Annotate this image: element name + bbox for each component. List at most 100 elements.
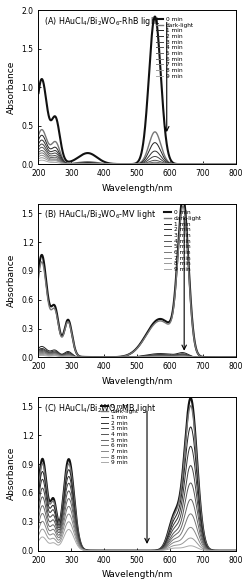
0 min (52, 301, 55, 308)
0 min (153, 13, 156, 20)
6 min (37, 521, 40, 528)
3 min (52, 149, 56, 156)
5 min (234, 354, 237, 361)
2 min (121, 161, 124, 168)
dark-light (234, 161, 237, 168)
9 min (121, 547, 124, 554)
8 min (52, 352, 56, 359)
6 min (128, 547, 132, 554)
0 min (128, 350, 131, 357)
Line: 6 min: 6 min (38, 153, 236, 164)
3 min (37, 347, 40, 355)
Text: (B) HAuCl$_4$/Bi$_2$WO$_6$-MV light: (B) HAuCl$_4$/Bi$_2$WO$_6$-MV light (44, 208, 157, 222)
2 min (128, 547, 131, 554)
Line: 5 min: 5 min (38, 352, 236, 357)
3 min (121, 547, 124, 554)
3 min (234, 161, 237, 168)
2 min (60, 351, 64, 358)
5 min (125, 354, 128, 361)
3 min (234, 354, 237, 361)
6 min (125, 547, 128, 554)
9 min (121, 354, 124, 361)
9 min (125, 547, 128, 554)
Line: dark-light: dark-light (38, 406, 236, 551)
1 min (234, 547, 237, 554)
1 min (149, 547, 152, 554)
0 min (37, 268, 40, 275)
0 min (121, 353, 124, 360)
dark-light (128, 547, 131, 554)
0 min (125, 547, 128, 554)
1 min (150, 351, 152, 358)
7 min (121, 354, 124, 361)
6 min (234, 354, 237, 361)
dark-light (149, 325, 152, 332)
3 min (189, 462, 192, 469)
0 min (121, 547, 124, 554)
3 min (125, 161, 128, 168)
Legend: 0 min, dark-light, 1 min, 2 min, 3 min, 4 min, 5 min, 6 min, 7 min, 8 min, 9 min: 0 min, dark-light, 1 min, 2 min, 3 min, … (100, 403, 139, 466)
6 min (60, 352, 64, 359)
7 min (150, 353, 152, 360)
2 min (234, 547, 237, 554)
6 min (40, 349, 43, 356)
dark-light (125, 161, 128, 168)
4 min (37, 509, 40, 516)
9 min (67, 526, 70, 533)
8 min (37, 352, 40, 359)
3 min (60, 517, 63, 524)
8 min (128, 354, 132, 361)
dark-light (149, 547, 152, 554)
7 min (125, 547, 128, 554)
0 min (52, 495, 55, 502)
4 min (121, 547, 124, 554)
0 min (121, 161, 124, 168)
8 min (234, 547, 237, 554)
Line: 5 min: 5 min (38, 499, 236, 551)
dark-light (234, 354, 237, 361)
5 min (40, 147, 43, 154)
Line: 9 min: 9 min (38, 530, 236, 551)
0 min (182, 193, 184, 200)
5 min (125, 547, 128, 554)
Text: (C) HAuCl$_4$/Bi$_2$WO$_6$-MB light: (C) HAuCl$_4$/Bi$_2$WO$_6$-MB light (44, 401, 157, 414)
4 min (52, 349, 56, 356)
8 min (125, 161, 128, 168)
8 min (52, 157, 56, 164)
9 min (60, 160, 64, 167)
Line: 3 min: 3 min (38, 466, 236, 551)
4 min (60, 158, 64, 165)
4 min (121, 354, 124, 361)
dark-light (234, 547, 237, 554)
6 min (60, 159, 64, 166)
dark-light (37, 486, 40, 493)
6 min (37, 151, 40, 158)
4 min (128, 354, 132, 361)
7 min (67, 510, 70, 517)
5 min (60, 158, 64, 165)
9 min (150, 161, 152, 168)
2 min (60, 515, 63, 522)
5 min (60, 524, 63, 532)
0 min (60, 144, 63, 151)
8 min (37, 155, 40, 162)
4 min (150, 352, 152, 359)
5 min (234, 547, 237, 554)
6 min (125, 354, 128, 361)
7 min (125, 161, 128, 168)
7 min (234, 547, 237, 554)
Line: 1 min: 1 min (38, 135, 236, 164)
dark-light (128, 161, 132, 168)
4 min (234, 354, 237, 361)
6 min (150, 353, 152, 360)
8 min (60, 534, 63, 541)
1 min (150, 144, 152, 151)
2 min (37, 141, 40, 148)
6 min (121, 354, 124, 361)
8 min (234, 354, 237, 361)
9 min (125, 354, 128, 361)
6 min (37, 350, 40, 357)
3 min (128, 161, 132, 168)
5 min (128, 354, 132, 361)
6 min (52, 526, 55, 533)
